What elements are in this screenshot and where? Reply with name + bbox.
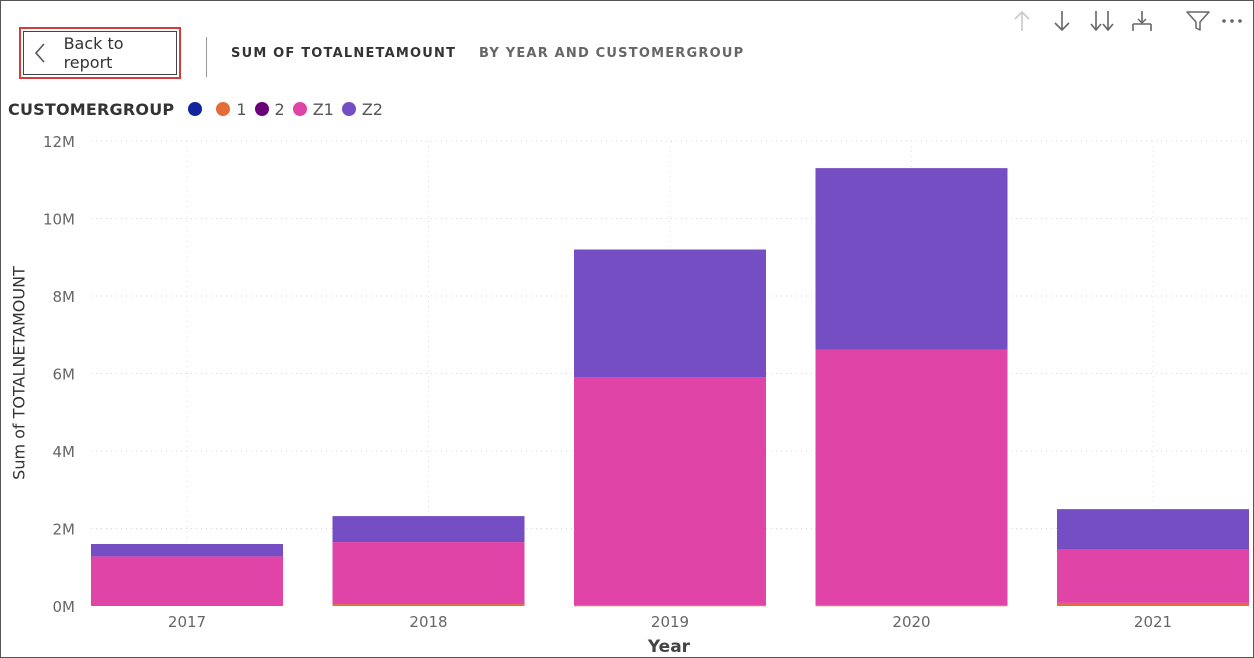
visual-subtitle: BY YEAR AND CUSTOMERGROUP: [479, 46, 745, 61]
x-axis-title: Year: [647, 637, 691, 657]
expand-hierarchy-icon[interactable]: [1129, 7, 1155, 35]
bar-segment: [332, 542, 525, 605]
legend-swatch: [254, 102, 269, 116]
y-axis-title: Sum of TOTALNETAMOUNT: [9, 266, 29, 480]
more-options-icon[interactable]: [1219, 7, 1245, 35]
bar-segment: [815, 168, 1008, 350]
bar-segment: [574, 605, 766, 607]
header-divider: [206, 37, 207, 77]
bar-segment: [91, 544, 283, 557]
x-tick-label: 2019: [651, 613, 689, 631]
bar-segment: [1057, 509, 1249, 550]
legend-swatch: [216, 102, 231, 116]
legend-label: Z2: [361, 99, 383, 119]
x-tick-label: 2017: [168, 613, 206, 631]
legend-label: 2: [274, 99, 285, 119]
legend-label: Z1: [312, 99, 334, 119]
legend-item-z2[interactable]: Z2: [341, 99, 383, 119]
y-tick-label: 12M: [43, 133, 75, 151]
y-tick-label: 2M: [53, 521, 76, 539]
legend-swatch: [292, 102, 307, 116]
visual-title: SUM OF TOTALNETAMOUNT: [231, 46, 457, 61]
y-tick-label: 0M: [53, 598, 76, 616]
legend-swatch: [341, 102, 356, 116]
bar-segment: [332, 516, 525, 543]
legend-swatch: [188, 102, 203, 116]
legend-label: 1: [236, 99, 247, 119]
back-button-label: Back to report: [63, 34, 124, 72]
chart-legend: CUSTOMERGROUP 1 2 Z1 Z2: [8, 98, 391, 120]
legend-item-1[interactable]: 1: [216, 99, 247, 119]
y-tick-label: 6M: [53, 366, 76, 384]
bar-segment: [332, 604, 525, 606]
bar-segment: [574, 377, 766, 606]
bar-segment: [815, 349, 1008, 606]
arrow-down-icon[interactable]: [1049, 7, 1075, 35]
x-tick-label: 2020: [892, 613, 930, 631]
visual-toolbar: [1009, 7, 1249, 35]
legend-item-z1[interactable]: Z1: [292, 99, 334, 119]
bar-segment: [1057, 602, 1249, 606]
y-tick-label: 4M: [53, 443, 76, 461]
x-tick-label: 2021: [1134, 613, 1172, 631]
bar-segment: [815, 605, 1008, 607]
legend-item-blank[interactable]: [188, 102, 208, 116]
legend-item-2[interactable]: 2: [254, 99, 285, 119]
arrow-up-icon[interactable]: [1009, 7, 1035, 35]
bar-segment: [574, 249, 766, 378]
legend-title: CUSTOMERGROUP: [8, 99, 175, 119]
back-to-report-button[interactable]: Back to report: [19, 27, 181, 79]
filter-icon[interactable]: [1185, 7, 1211, 35]
bar-segment: [91, 556, 283, 606]
double-arrow-down-icon[interactable]: [1089, 7, 1115, 35]
x-tick-label: 2018: [409, 613, 447, 631]
bar-segment: [1057, 549, 1249, 603]
back-button-inner: Back to report: [23, 31, 177, 75]
chevron-left-icon: [24, 32, 56, 74]
y-tick-label: 8M: [53, 288, 76, 306]
y-tick-label: 10M: [43, 211, 75, 229]
